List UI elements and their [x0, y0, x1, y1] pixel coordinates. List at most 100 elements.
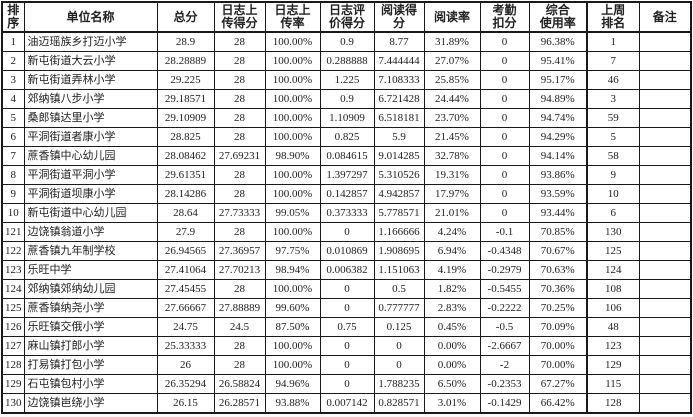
cell-upload-score: 27.88889 — [213, 298, 266, 319]
cell-remark — [638, 222, 692, 243]
table-row: 8 平洞街道平洞小学 29.61351 28 100.00% 1.397297 5.3105… — [1, 165, 692, 186]
cell-upload-rate: 100.00% — [264, 89, 321, 110]
cell-unit-name: 平洞街道平洞小学 — [23, 165, 158, 186]
cell-read-score: 1.908695 — [373, 241, 425, 262]
col-header-total-score: 总分 — [156, 1, 215, 34]
cell-eval-score: 0.9 — [319, 31, 375, 53]
cell-eval-score: 0 — [319, 222, 375, 243]
cell-attendance: -0.2353 — [479, 374, 530, 395]
table-row: 128 打易镇打包小学 26 28 100.00% 0 0 0.00% -2 70.00% 129 — [1, 355, 692, 376]
table-row: 126 乐旺镇交俄小学 24.75 24.5 87.50% 0.75 0.125 0.45% -… — [1, 317, 692, 338]
cell-upload-score: 28 — [213, 51, 266, 72]
cell-unit-name: 边饶镇岜绕小学 — [23, 393, 158, 414]
cell-read-score: 6.518181 — [373, 108, 425, 129]
cell-remark — [638, 70, 692, 91]
cell-remark — [638, 298, 692, 319]
cell-read-rate: 21.01% — [423, 203, 481, 224]
cell-attendance: 0 — [479, 51, 530, 72]
cell-upload-score: 28 — [213, 31, 266, 53]
table-row: 5 桑郎镇达里小学 29.10909 28 100.00% 1.10909 6.518181… — [1, 108, 692, 129]
cell-total-score: 28.08462 — [156, 146, 215, 167]
table-row: 2 新屯街道大云小学 28.28889 28 100.00% 0.288888 7.4444… — [1, 51, 692, 72]
table-row: 130 边饶镇岜绕小学 26.15 26.28571 93.88% 0.007142 0.8… — [1, 393, 692, 414]
cell-rank: 124 — [1, 279, 25, 300]
cell-usage-rate: 96.38% — [528, 31, 588, 53]
cell-read-score: 0.5 — [373, 279, 425, 300]
cell-total-score: 26.15 — [156, 393, 215, 414]
table-row: 123 乐旺中学 27.41064 27.70213 98.94% 0.006382 1.1… — [1, 260, 692, 281]
cell-upload-rate: 100.00% — [264, 31, 321, 53]
cell-unit-name: 麻山镇打郎小学 — [23, 336, 158, 357]
cell-last-week: 123 — [586, 336, 640, 357]
cell-attendance: 0 — [479, 108, 530, 129]
cell-upload-rate: 100.00% — [264, 165, 321, 186]
cell-unit-name: 蔗香镇九年制学校 — [23, 241, 158, 262]
cell-remark — [638, 317, 692, 338]
cell-attendance: 0 — [479, 184, 530, 205]
cell-usage-rate: 70.00% — [528, 336, 588, 357]
cell-rank: 121 — [1, 222, 25, 243]
cell-read-score: 5.778571 — [373, 203, 425, 224]
cell-read-rate: 4.19% — [423, 260, 481, 281]
table-row: 122 蔗香镇九年制学校 26.94565 27.36957 97.75% 0.01086… — [1, 241, 692, 262]
cell-usage-rate: 70.63% — [528, 260, 588, 281]
cell-rank: 125 — [1, 298, 25, 319]
cell-attendance: 0 — [479, 127, 530, 148]
cell-read-rate: 17.97% — [423, 184, 481, 205]
cell-rank: 10 — [1, 203, 25, 224]
cell-upload-rate: 94.96% — [264, 374, 321, 395]
cell-read-rate: 23.70% — [423, 108, 481, 129]
cell-eval-score: 0 — [319, 374, 375, 395]
cell-upload-score: 27.69231 — [213, 146, 266, 167]
cell-remark — [638, 184, 692, 205]
col-header-rank: 排 序 — [1, 1, 25, 34]
cell-read-score: 6.721428 — [373, 89, 425, 110]
cell-last-week: 7 — [586, 51, 640, 72]
table-row: 124 郊纳镇郊纳幼儿园 27.45455 28 100.00% 0 0.5 1.82% -0.… — [1, 279, 692, 300]
cell-attendance: 0 — [479, 31, 530, 53]
cell-attendance: 0 — [479, 203, 530, 224]
cell-read-score: 8.77 — [373, 31, 425, 53]
cell-usage-rate: 70.67% — [528, 241, 588, 262]
cell-upload-rate: 100.00% — [264, 336, 321, 357]
cell-remark — [638, 51, 692, 72]
cell-read-rate: 3.01% — [423, 393, 481, 414]
cell-upload-rate: 100.00% — [264, 127, 321, 148]
cell-remark — [638, 241, 692, 262]
cell-usage-rate: 93.44% — [528, 203, 588, 224]
cell-read-rate: 6.94% — [423, 241, 481, 262]
cell-total-score: 27.45455 — [156, 279, 215, 300]
cell-last-week: 128 — [586, 393, 640, 414]
cell-rank: 9 — [1, 184, 25, 205]
cell-rank: 129 — [1, 374, 25, 395]
table-row: 129 石屯镇包村小学 26.35294 26.58824 94.96% 0 1.78823… — [1, 374, 692, 395]
cell-remark — [638, 393, 692, 414]
cell-upload-rate: 100.00% — [264, 279, 321, 300]
cell-remark — [638, 146, 692, 167]
cell-usage-rate: 70.85% — [528, 222, 588, 243]
cell-attendance: -0.4348 — [479, 241, 530, 262]
cell-last-week: 58 — [586, 146, 640, 167]
cell-attendance: -0.2979 — [479, 260, 530, 281]
cell-last-week: 10 — [586, 184, 640, 205]
cell-remark — [638, 336, 692, 357]
cell-read-rate: 27.07% — [423, 51, 481, 72]
cell-last-week: 124 — [586, 260, 640, 281]
cell-rank: 8 — [1, 165, 25, 186]
cell-eval-score: 1.225 — [319, 70, 375, 91]
cell-total-score: 29.18571 — [156, 89, 215, 110]
cell-read-score: 0 — [373, 355, 425, 376]
cell-rank: 3 — [1, 70, 25, 91]
cell-read-score: 1.166666 — [373, 222, 425, 243]
cell-attendance: 0 — [479, 70, 530, 91]
cell-total-score: 29.61351 — [156, 165, 215, 186]
cell-usage-rate: 93.86% — [528, 165, 588, 186]
cell-remark — [638, 374, 692, 395]
cell-unit-name: 乐旺中学 — [23, 260, 158, 281]
cell-attendance: 0 — [479, 165, 530, 186]
cell-last-week: 115 — [586, 374, 640, 395]
table-row: 4 郊纳镇八步小学 29.18571 28 100.00% 0.9 6.721428 24.4… — [1, 89, 692, 110]
cell-eval-score: 0.010869 — [319, 241, 375, 262]
col-header-read-score: 阅读得 分 — [373, 1, 425, 34]
cell-read-score: 0.828571 — [373, 393, 425, 414]
